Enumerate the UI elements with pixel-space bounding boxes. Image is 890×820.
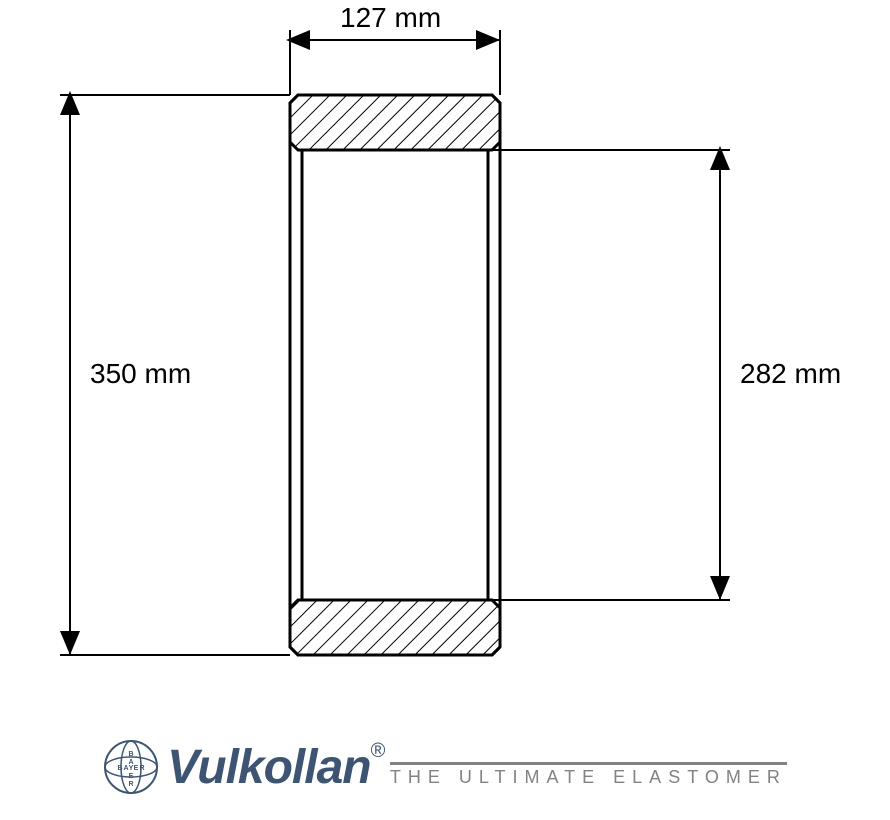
dim-label-width: 127 mm [340, 2, 441, 34]
svg-text:E: E [129, 773, 134, 780]
hatch-top [290, 95, 500, 150]
part-outer-outline [290, 95, 500, 655]
technical-drawing [0, 0, 890, 700]
brand-logo-area: B A B A Y E R E R Vulkollan® THE ULTIMAT… [0, 739, 890, 800]
bayer-badge-icon: B A B A Y E R E R [103, 739, 159, 795]
svg-text:B: B [129, 751, 134, 758]
svg-text:R: R [129, 781, 134, 788]
dim-label-inner-height: 282 mm [740, 358, 841, 390]
hatch-bottom [290, 600, 500, 655]
registered-mark: ® [371, 740, 386, 762]
dim-label-outer-height: 350 mm [90, 358, 191, 390]
svg-text:R: R [140, 765, 145, 772]
brand-tagline: THE ULTIMATE ELASTOMER [390, 762, 787, 788]
svg-text:B: B [118, 765, 123, 772]
brand-name: Vulkollan [167, 741, 371, 794]
svg-text:E: E [134, 765, 139, 772]
